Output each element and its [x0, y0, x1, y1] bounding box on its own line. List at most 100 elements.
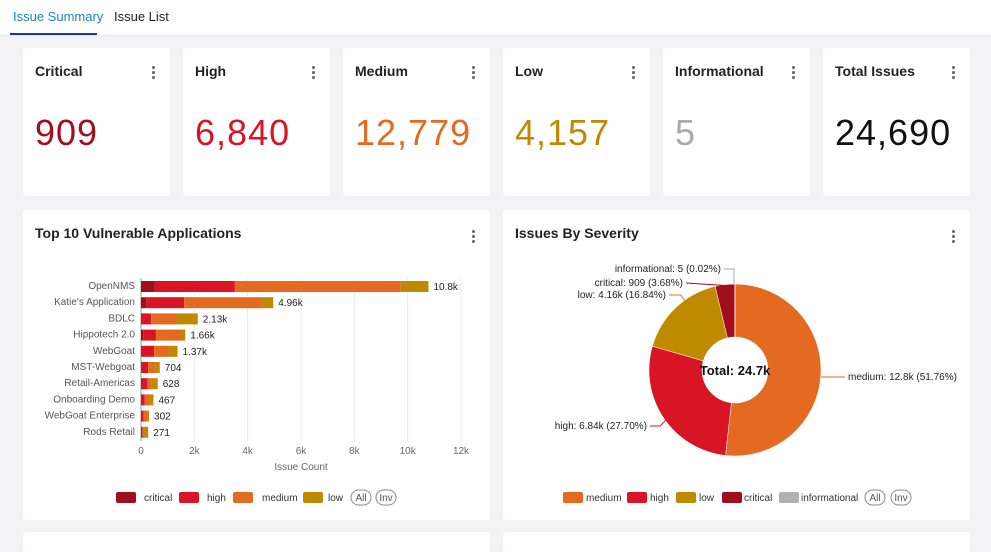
y-tick-label: Onboarding Demo: [53, 394, 135, 405]
next-panel-right: [503, 532, 970, 552]
legend-swatch-low[interactable]: [676, 492, 696, 503]
tab-issue-list[interactable]: Issue List: [114, 9, 169, 24]
legend-swatch-high[interactable]: [179, 492, 199, 503]
tab-bar: Issue Summary Issue List: [0, 0, 991, 36]
card-title: Informational: [675, 63, 764, 79]
bar-segment-medium: [154, 346, 168, 357]
x-axis-label: Issue Count: [274, 462, 328, 473]
legend-swatch-critical[interactable]: [722, 492, 742, 503]
bar-segment-low: [176, 313, 197, 324]
card-value: 6,840: [195, 112, 290, 154]
bar-segment-high: [141, 427, 143, 438]
bar-segment-low: [401, 281, 429, 292]
y-tick-label: Retail-Americas: [64, 378, 135, 389]
legend-label-high[interactable]: high: [207, 493, 226, 504]
total-label: 1.37k: [183, 347, 208, 358]
y-tick-label: Hippotech 2.0: [73, 330, 135, 341]
y-tick-label: Katie's Application: [54, 297, 135, 308]
y-tick-label: WebGoat Enterprise: [45, 411, 136, 422]
bar-segment-low: [181, 330, 185, 341]
card-title: High: [195, 63, 226, 79]
y-tick-label: WebGoat: [93, 346, 135, 357]
kebab-menu-icon[interactable]: [152, 66, 156, 81]
total-label: 467: [158, 395, 175, 406]
kebab-menu-icon[interactable]: [472, 66, 476, 81]
tab-issue-summary[interactable]: Issue Summary: [13, 9, 103, 24]
bar-segment-medium: [151, 313, 176, 324]
slice-label-low: low: 4.16k (16.84%): [578, 290, 666, 301]
bar-segment-critical: [141, 281, 155, 292]
legend-label-low[interactable]: low: [699, 493, 715, 504]
bar-segment-critical: [141, 297, 146, 308]
legend-label-critical[interactable]: critical: [144, 493, 172, 504]
slice-label-critical: critical: 909 (3.68%): [595, 278, 683, 289]
total-label: 628: [163, 379, 180, 390]
bar-segment-low: [151, 378, 158, 389]
card-title: Critical: [35, 63, 82, 79]
total-label: 271: [153, 428, 170, 439]
legend-label-medium[interactable]: medium: [586, 493, 622, 504]
legend-all-label: All: [355, 493, 366, 504]
slice-label-medium: medium: 12.8k (51.76%): [848, 372, 957, 383]
bar-segment-low: [144, 427, 148, 438]
bar-segment-medium: [156, 330, 181, 341]
leader-line: [724, 269, 734, 285]
legend-swatch-informational[interactable]: [779, 492, 799, 503]
legend-swatch-medium[interactable]: [233, 492, 253, 503]
card-value: 5: [675, 112, 696, 154]
bar-segment-low: [149, 394, 153, 405]
legend-swatch-critical[interactable]: [116, 492, 136, 503]
x-tick-label: 0: [138, 446, 144, 457]
card-title: Low: [515, 63, 543, 79]
legend-label-informational[interactable]: informational: [801, 493, 858, 504]
card-value: 12,779: [355, 112, 471, 154]
summary-card-critical: Critical 909: [23, 48, 170, 196]
bar-segment-medium: [148, 362, 155, 373]
total-label: 1.66k: [190, 331, 215, 342]
kebab-menu-icon[interactable]: [632, 66, 636, 81]
total-label: 4.96k: [278, 298, 303, 309]
legend-swatch-high[interactable]: [627, 492, 647, 503]
x-tick-label: 10k: [400, 446, 417, 457]
summary-card-medium: Medium 12,779: [343, 48, 490, 196]
bar-segment-high: [141, 394, 144, 405]
y-tick-label: OpenNMS: [88, 281, 135, 292]
slice-label-informational: informational: 5 (0.02%): [615, 264, 721, 275]
legend-inv-label: Inv: [894, 493, 907, 504]
bar-segment-medium: [143, 427, 144, 438]
bar-segment-high: [141, 362, 148, 373]
bar-segment-critical: [141, 330, 143, 341]
kebab-menu-icon[interactable]: [792, 66, 796, 81]
summary-card-informational: Informational 5: [663, 48, 810, 196]
summary-card-high: High 6,840: [183, 48, 330, 196]
legend-label-critical[interactable]: critical: [744, 493, 772, 504]
donut-center-label: Total: 24.7k: [700, 363, 771, 378]
bar-segment-high: [141, 411, 144, 422]
next-panel-left: [23, 532, 490, 552]
legend-swatch-low[interactable]: [303, 492, 323, 503]
card-value: 4,157: [515, 112, 610, 154]
total-label: 302: [154, 412, 171, 423]
card-value: 909: [35, 112, 98, 154]
summary-card-low: Low 4,157: [503, 48, 650, 196]
legend-label-low[interactable]: low: [328, 493, 344, 504]
bar-segment-low: [148, 411, 149, 422]
legend-swatch-medium[interactable]: [563, 492, 583, 503]
total-label: 704: [165, 363, 182, 374]
legend-label-high[interactable]: high: [650, 493, 669, 504]
card-title: Medium: [355, 63, 408, 79]
bar-segment-low: [168, 346, 177, 357]
total-label: 2.13k: [203, 314, 228, 325]
kebab-menu-icon[interactable]: [952, 66, 956, 81]
bar-segment-high: [141, 313, 151, 324]
legend-label-medium[interactable]: medium: [262, 493, 298, 504]
bar-segment-high: [143, 330, 156, 341]
y-tick-label: BDLC: [108, 313, 135, 324]
x-tick-label: 12k: [453, 446, 470, 457]
x-tick-label: 2k: [189, 446, 201, 457]
kebab-menu-icon[interactable]: [312, 66, 316, 81]
